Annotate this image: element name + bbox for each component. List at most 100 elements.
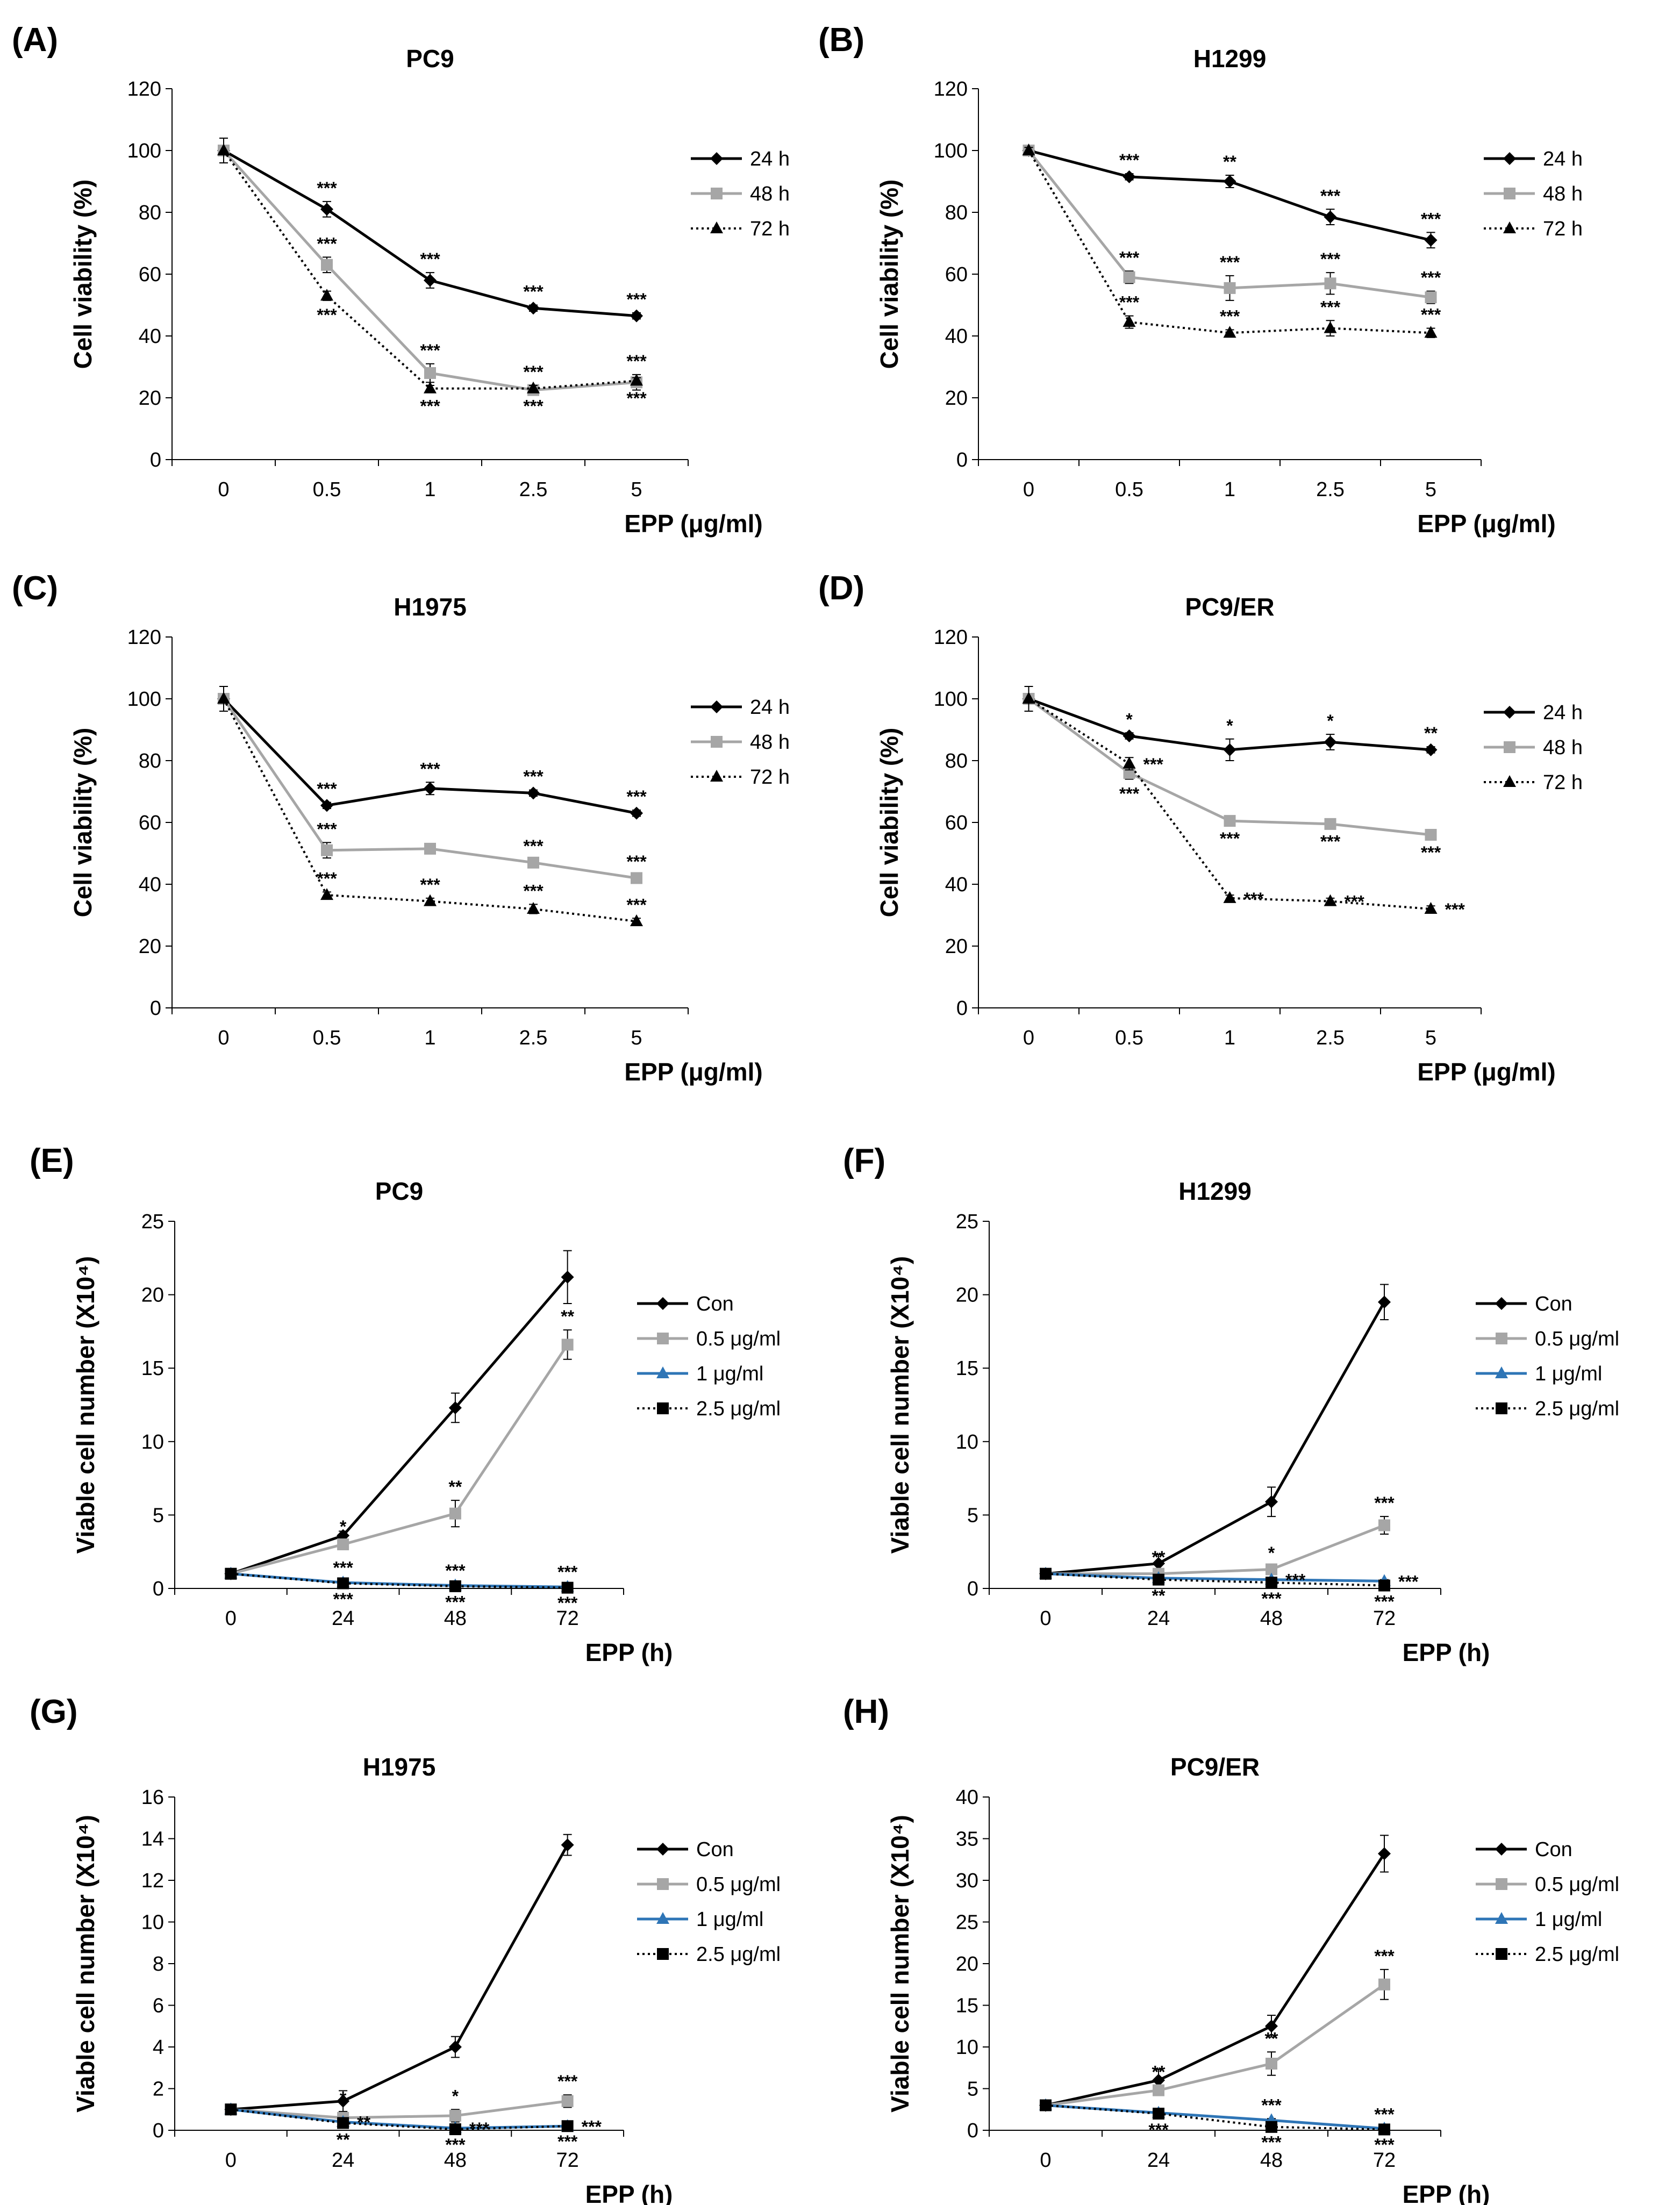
legend-item: 2.5 μg/ml (1476, 1943, 1619, 1966)
data-point (1022, 144, 1035, 155)
significance-label: *** (1374, 2104, 1395, 2124)
data-point (630, 309, 643, 323)
y-tick-label: 15 (956, 1995, 978, 2017)
significance-label: * (340, 1517, 347, 1536)
data-point (217, 692, 230, 704)
significance-label: *** (523, 282, 544, 302)
significance-label: *** (420, 759, 440, 778)
series-0: *** *** *** *** (217, 686, 647, 820)
significance-label: *** (1285, 1571, 1306, 1590)
data-point (1224, 282, 1236, 294)
series-line (231, 2108, 568, 2131)
chart-panel-1: (B) H1299 0 20 40 60 80 100 120 0 0.5 1 2.5 5 EPP (μg/… (818, 22, 1583, 538)
data-point (1266, 2121, 1277, 2133)
chart-panel-3: (D) PC9/ER 0 20 40 60 80 100 120 0 0.5 1 2.5 5 EPP (μg… (818, 570, 1583, 1086)
y-tick-label: 16 (141, 1786, 164, 1809)
data-point (1223, 891, 1236, 903)
x-tick-label: 0.5 (313, 478, 341, 501)
significance-label: *** (523, 836, 544, 856)
x-tick-label: 0 (1040, 1607, 1051, 1630)
y-axis-title: Cell viability (%) (69, 728, 97, 918)
legend-item: 1 μg/ml (637, 1363, 763, 1385)
legend-label: 1 μg/ml (1535, 1908, 1602, 1931)
data-point (320, 888, 333, 900)
legend-marker (711, 736, 723, 748)
significance-label: *** (1421, 268, 1441, 288)
y-tick-label: 60 (139, 263, 161, 286)
series-2: *** *** *** (224, 1558, 578, 1592)
significance-label: *** (582, 2117, 602, 2136)
y-tick-label: 20 (141, 1284, 164, 1307)
x-tick-label: 2.5 (519, 1027, 548, 1049)
significance-label: *** (557, 1593, 578, 1613)
data-point (424, 381, 437, 393)
legend-marker (656, 1912, 669, 1924)
y-tick-label: 20 (139, 935, 161, 958)
series-3: *** *** *** (225, 1567, 578, 1613)
data-point (1378, 2123, 1390, 2136)
significance-label: *** (1261, 2132, 1282, 2152)
data-point (449, 2123, 461, 2136)
data-point (631, 872, 642, 884)
series-line (1045, 1301, 1386, 1576)
significance-label: *** (317, 869, 337, 888)
legend-marker (710, 152, 723, 165)
legend-label: 2.5 μg/ml (1535, 1398, 1619, 1420)
legend-item: 48 h (1484, 736, 1583, 759)
data-point (1040, 2099, 1052, 2111)
data-point (424, 894, 437, 906)
significance-label: *** (626, 852, 647, 871)
legend-item: 0.5 μg/ml (1476, 1873, 1619, 1896)
series-2: *** *** *** *** (217, 686, 647, 926)
data-point (1152, 1557, 1165, 1570)
data-point (561, 2120, 574, 2132)
y-tick-label: 100 (934, 140, 968, 162)
y-tick-label: 5 (967, 1504, 978, 1527)
legend-label: 1 μg/ml (1535, 1363, 1602, 1385)
data-point (337, 2094, 350, 2108)
chart-panel-2: (C) H1975 0 20 40 60 80 100 120 0 0.5 1 2.5 5 EPP (μg/… (12, 570, 790, 1086)
data-point (1123, 756, 1136, 769)
significance-label: ** (1265, 2029, 1278, 2048)
x-tick-label: 1 (1224, 478, 1235, 501)
data-point (1324, 321, 1337, 333)
data-point (1152, 2074, 1165, 2087)
x-tick-label: 24 (1147, 1607, 1170, 1630)
y-tick-label: 0 (153, 2120, 164, 2142)
x-tick-label: 5 (1425, 478, 1436, 501)
significance-label: *** (1148, 2120, 1169, 2139)
legend-item: 24 h (1484, 701, 1583, 724)
legend-marker (1495, 1843, 1508, 1856)
legend-label: 24 h (750, 696, 790, 719)
x-tick-label: 1 (424, 1027, 435, 1049)
y-axis-title: Viable cell number (X10⁴) (72, 1815, 99, 2113)
series-line (230, 1344, 569, 1576)
significance-label: *** (1220, 253, 1240, 272)
panel-label: (B) (818, 22, 864, 59)
data-point (1266, 1563, 1277, 1576)
x-tick-label: 48 (444, 2149, 467, 2172)
significance-label: * (1268, 1543, 1275, 1563)
legend-label: 1 μg/ml (696, 1908, 763, 1931)
data-point (424, 782, 437, 795)
significance-label: *** (1244, 889, 1264, 908)
series-line (223, 149, 637, 318)
legend-label: 2.5 μg/ml (696, 1943, 781, 1966)
panel-label: (F) (843, 1142, 885, 1179)
significance-label: *** (317, 234, 337, 253)
data-point (1123, 729, 1136, 742)
chart-panel-4: (E) PC9 0 5 10 15 20 25 0 24 48 72 EPP (h) Viable cel… (30, 1142, 781, 1666)
significance-label: *** (557, 2072, 578, 2091)
y-tick-label: 80 (945, 202, 968, 224)
significance-label: *** (317, 819, 337, 839)
legend-label: Con (696, 1838, 734, 1861)
data-point (1265, 1495, 1278, 1508)
data-point (1266, 2058, 1277, 2070)
data-point (527, 381, 540, 393)
significance-label: *** (1398, 1572, 1419, 1591)
legend-item: 72 h (691, 218, 790, 240)
y-tick-label: 6 (153, 1995, 164, 2017)
data-point (1425, 829, 1437, 841)
legend-marker (1503, 775, 1516, 787)
legend-item: 0.5 μg/ml (1476, 1328, 1619, 1350)
